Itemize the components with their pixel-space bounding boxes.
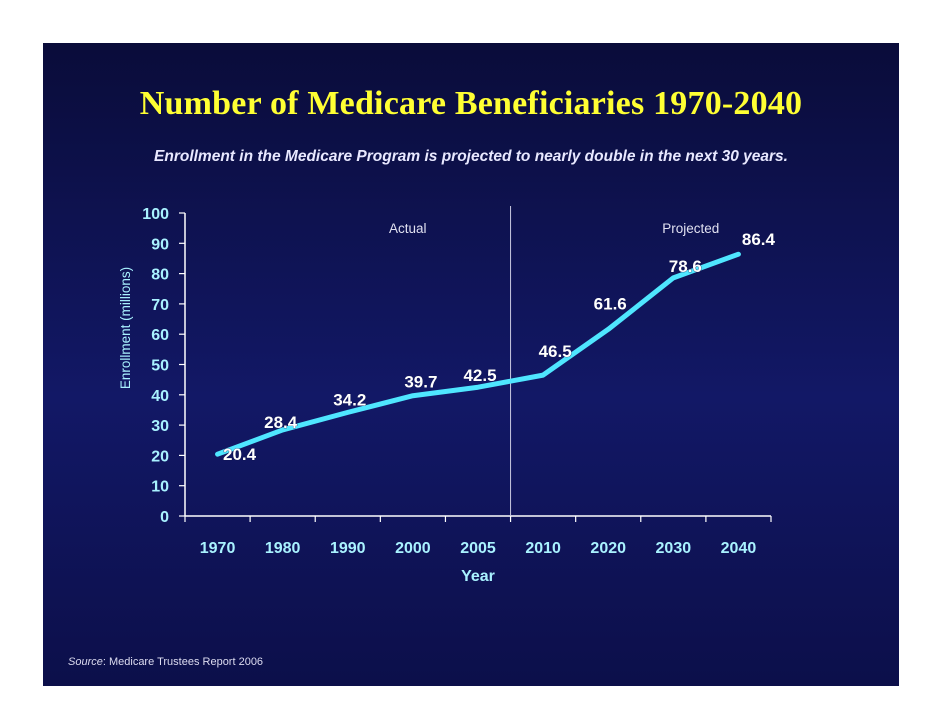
y-tick-label: 80	[151, 267, 169, 284]
data-label: 86.4	[742, 230, 776, 249]
page-subtitle: Enrollment in the Medicare Program is pr…	[154, 148, 788, 165]
x-axis-title: Year	[461, 568, 495, 585]
y-tick-label: 60	[151, 327, 169, 344]
data-label: 28.4	[264, 413, 298, 432]
y-tick-label: 0	[160, 509, 169, 526]
x-tick-label: 2030	[656, 540, 692, 557]
data-label: 39.7	[404, 373, 437, 392]
x-tick-label: 2020	[590, 540, 626, 557]
source-label: Source	[68, 656, 103, 668]
data-label: 42.5	[463, 366, 496, 385]
y-tick-label: 40	[151, 388, 169, 405]
y-tick-label: 100	[142, 206, 169, 223]
y-tick-label: 90	[151, 236, 169, 253]
enrollment-series-line	[215, 251, 741, 457]
source-text: : Medicare Trustees Report 2006	[102, 656, 264, 668]
y-tick-label: 10	[151, 479, 169, 496]
x-tick-label: 1980	[265, 540, 301, 557]
data-label: 61.6	[594, 294, 627, 313]
x-tick-label: 2000	[395, 540, 431, 557]
page-title: Number of Medicare Beneficiaries 1970-20…	[139, 85, 803, 122]
y-tick-label: 30	[151, 418, 169, 435]
x-tick-label: 2040	[721, 540, 757, 557]
y-tick-label: 50	[151, 358, 169, 375]
slide-background: Number of Medicare Beneficiaries 1970-20…	[43, 43, 899, 686]
y-tick-label: 20	[151, 448, 169, 465]
annotation-actual: Actual	[389, 221, 427, 236]
x-tick-label: 1970	[200, 540, 236, 557]
data-label: 46.5	[539, 342, 572, 361]
x-tick-label: 1990	[330, 540, 366, 557]
y-axis-title: Enrollment (millions)	[118, 267, 133, 389]
data-label: 78.6	[669, 257, 702, 276]
data-label: 34.2	[333, 390, 366, 409]
y-tick-label: 70	[151, 297, 169, 314]
x-tick-label: 2010	[525, 540, 561, 557]
x-tick-label: 2005	[460, 540, 496, 557]
source-note: Source: Medicare Trustees Report 2006	[68, 656, 263, 668]
annotation-projected: Projected	[662, 221, 719, 236]
data-label: 20.4	[223, 445, 257, 464]
